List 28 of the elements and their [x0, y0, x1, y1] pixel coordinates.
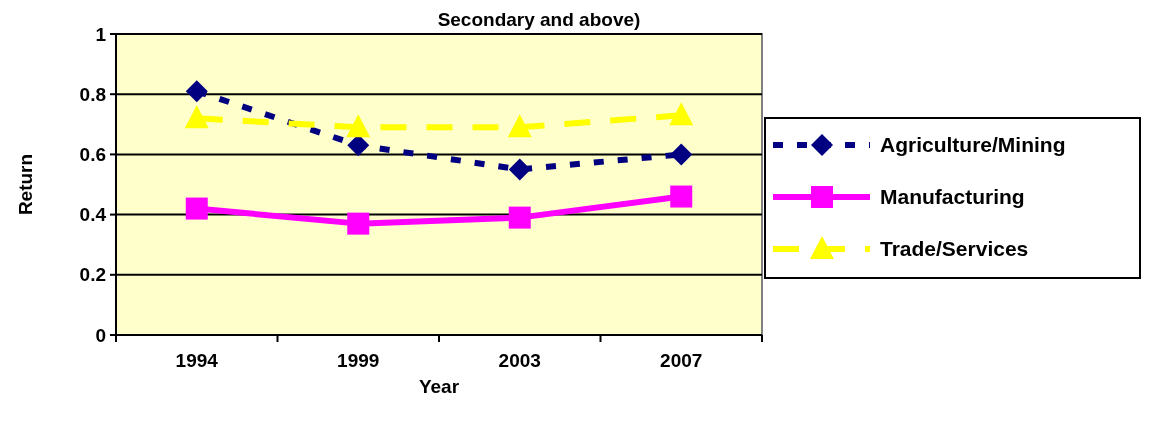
y-axis-title: Return — [15, 153, 36, 216]
point — [508, 206, 531, 229]
point — [185, 197, 208, 220]
legend-label: Agriculture/Mining — [880, 133, 1066, 157]
point — [508, 158, 531, 181]
y-tick-label: 0 — [95, 324, 106, 346]
point — [507, 114, 532, 138]
point — [347, 212, 370, 235]
y-tick-label: 0.2 — [79, 264, 106, 286]
legend-label: Trade/Services — [880, 237, 1029, 261]
point — [669, 102, 694, 126]
point — [346, 114, 371, 138]
x-tick-label: 2007 — [660, 350, 703, 371]
point — [185, 80, 208, 103]
x-tick-label: 1999 — [337, 350, 380, 371]
y-tick-label: 0.6 — [79, 144, 106, 166]
x-tick-label: 1994 — [175, 350, 219, 371]
point — [670, 185, 693, 208]
legend-label: Manufacturing — [880, 185, 1025, 209]
y-tick-label: 1 — [95, 23, 107, 45]
y-tick-label: 0.8 — [79, 83, 106, 105]
x-tick-label: 2003 — [498, 350, 541, 371]
y-tick-label: 0.4 — [79, 204, 107, 226]
x-axis-title: Year — [418, 376, 460, 397]
point — [347, 134, 370, 157]
point — [670, 143, 693, 166]
point — [184, 105, 209, 129]
chart-title: Secondary and above) — [437, 9, 641, 30]
